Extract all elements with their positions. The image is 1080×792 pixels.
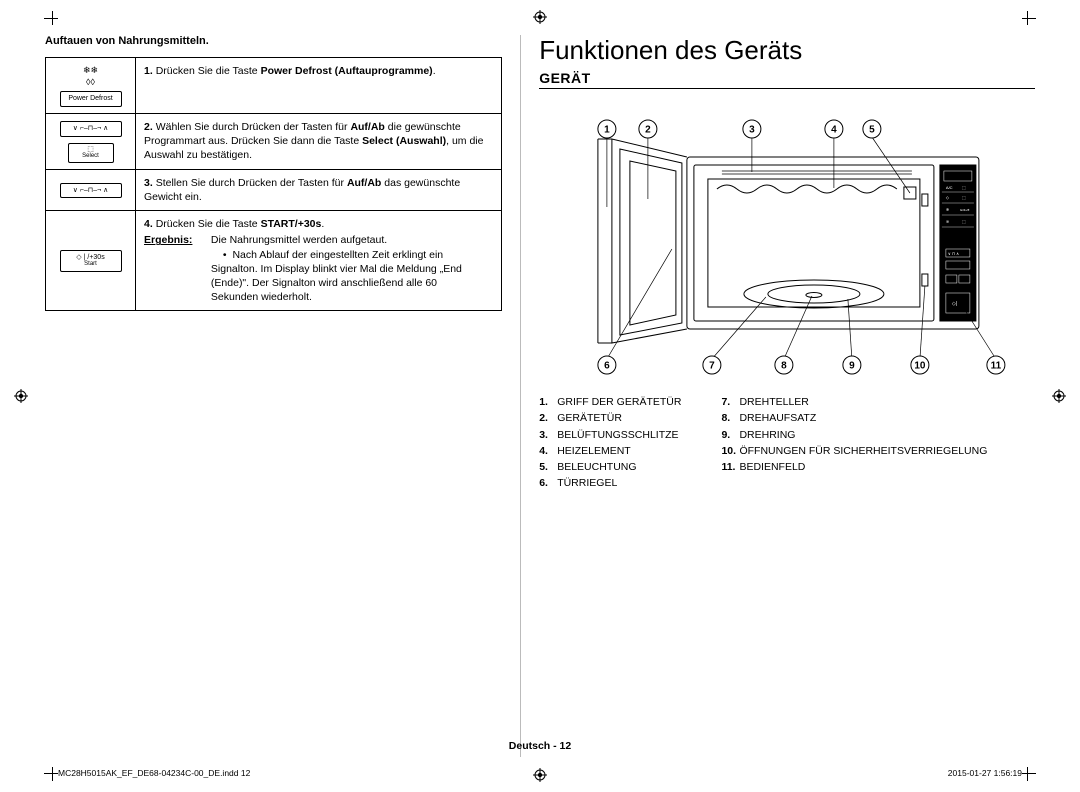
table-row: ∨ ⌐–⊓–¬ ∧ ⬚Select 2. Wählen Sie durch Dr… [46, 113, 502, 169]
svg-text:A/C: A/C [946, 185, 953, 190]
legend-item: 5.BELEUCHTUNG [539, 459, 681, 475]
svg-text:2: 2 [645, 125, 651, 136]
registration-mark [533, 10, 547, 24]
parts-legend: 1.GRIFF DER GERÄTETÜR2.GERÄTETÜR3.BELÜFT… [539, 394, 1035, 492]
svg-text:10: 10 [915, 361, 927, 372]
table-row: ◇ | /+30sStart 4. Drücken Sie die Taste … [46, 211, 502, 311]
svg-text:∨ ⊓ ∧: ∨ ⊓ ∧ [948, 251, 959, 256]
svg-text:⬚: ⬚ [962, 195, 966, 200]
footer-filename: MC28H5015AK_EF_DE68-04234C-00_DE.indd 12 [58, 768, 250, 778]
footer-timestamp: 2015-01-27 1:56:19 [948, 768, 1022, 778]
button-icon-power-defrost: Power Defrost [60, 91, 122, 107]
page-number: Deutsch - 12 [0, 740, 1080, 752]
svg-text:9: 9 [849, 361, 855, 372]
button-icon-select: ⬚Select [68, 143, 114, 163]
svg-text:◇|: ◇| [952, 301, 957, 307]
page-title: Funktionen des Geräts [539, 35, 1035, 66]
legend-item: 1.GRIFF DER GERÄTETÜR [539, 394, 681, 410]
legend-item: 11.BEDIENFELD [721, 459, 987, 475]
registration-mark [533, 768, 547, 782]
button-icon-updown: ∨ ⌐–⊓–¬ ∧ [60, 183, 122, 199]
microwave-diagram: A/C⬚ ◇⬚ ❄Grill+❄ ≋⬚ ∨ ⊓ ∧ ◇| [539, 99, 1035, 379]
svg-text:❄: ❄ [946, 207, 949, 212]
svg-text:4: 4 [831, 125, 837, 136]
legend-item: 6.TÜRRIEGEL [539, 475, 681, 491]
svg-text:≋: ≋ [946, 219, 949, 224]
svg-text:8: 8 [781, 361, 787, 372]
registration-mark [14, 389, 28, 403]
legend-item: 10.ÖFFNUNGEN FÜR SICHERHEITSVERRIEGELUNG [721, 443, 987, 459]
button-icon-updown: ∨ ⌐–⊓–¬ ∧ [60, 121, 122, 137]
svg-text:3: 3 [749, 125, 755, 136]
section-heading: Auftauen von Nahrungsmitteln. [45, 35, 502, 47]
legend-item: 3.BELÜFTUNGSSCHLITZE [539, 427, 681, 443]
table-row: ❄❄◊◊ Power Defrost 1. Drücken Sie die Ta… [46, 58, 502, 114]
button-icon-start: ◇ | /+30sStart [60, 250, 122, 272]
legend-item: 2.GERÄTETÜR [539, 410, 681, 426]
svg-text:⬚: ⬚ [962, 185, 966, 190]
svg-text:6: 6 [604, 361, 610, 372]
legend-item: 7.DREHTELLER [721, 394, 987, 410]
svg-text:1: 1 [604, 125, 610, 136]
table-row: ∨ ⌐–⊓–¬ ∧ 3. Stellen Sie durch Drücken d… [46, 169, 502, 210]
subheading: GERÄT [539, 70, 1035, 89]
steps-table: ❄❄◊◊ Power Defrost 1. Drücken Sie die Ta… [45, 57, 502, 311]
registration-mark [1052, 389, 1066, 403]
svg-text:7: 7 [709, 361, 715, 372]
svg-text:11: 11 [991, 361, 1002, 372]
legend-item: 4.HEIZELEMENT [539, 443, 681, 459]
svg-text:5: 5 [869, 125, 875, 136]
svg-text:⬚: ⬚ [962, 219, 966, 224]
legend-item: 9.DREHRING [721, 427, 987, 443]
legend-item: 8.DREHAUFSATZ [721, 410, 987, 426]
svg-text:Grill+❄: Grill+❄ [960, 208, 970, 212]
